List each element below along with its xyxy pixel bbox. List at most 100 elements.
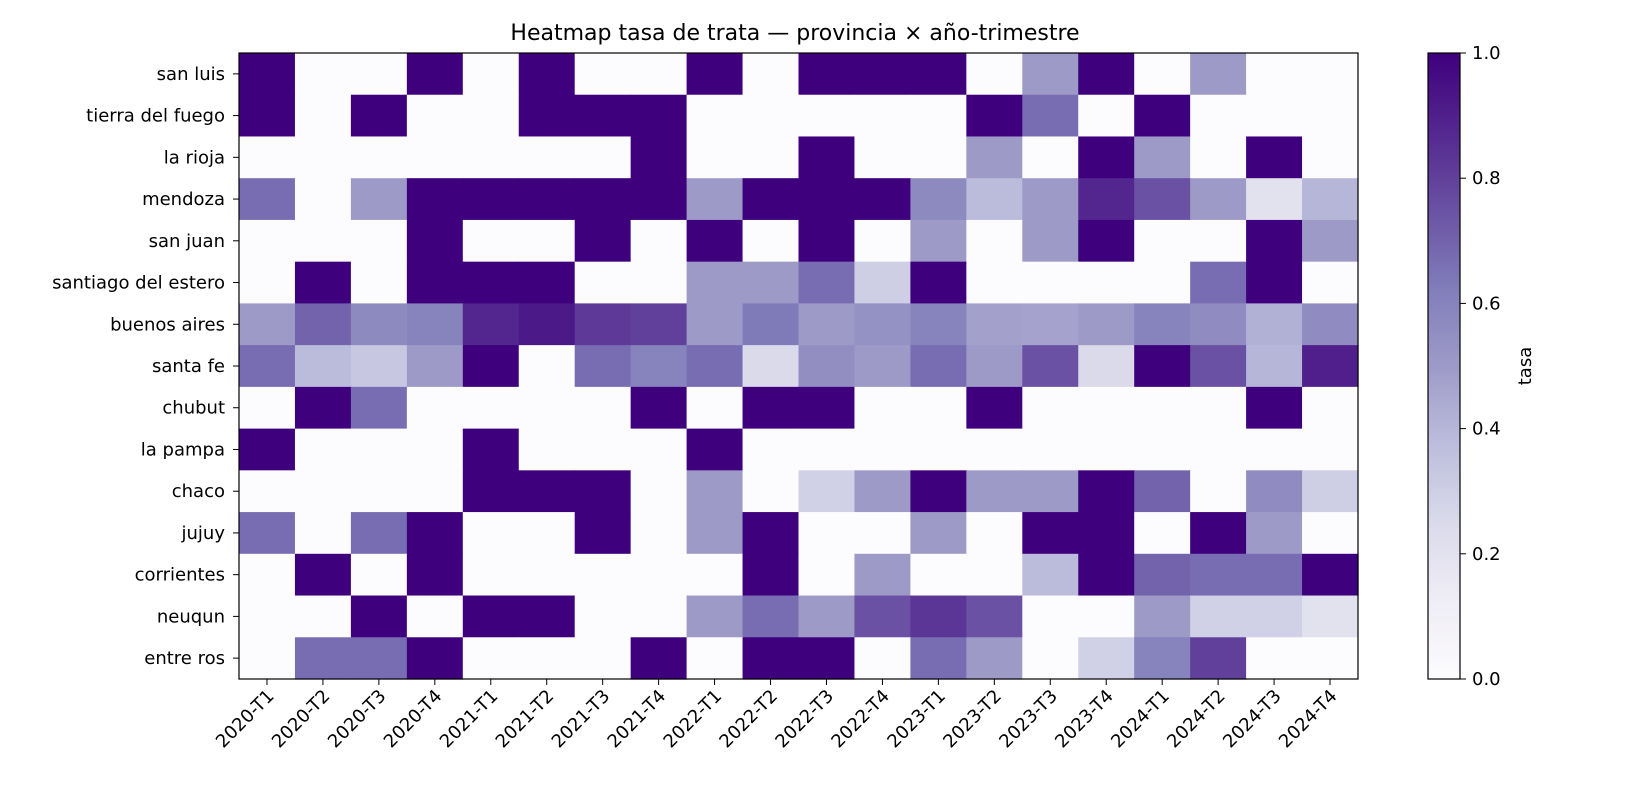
heatmap-cell [1078,595,1135,638]
heatmap-cell [294,470,352,513]
heatmap-cell [630,219,688,263]
column-label: 2022-T3 [771,686,838,753]
heatmap-cell [350,219,408,263]
colorbar-tick-label: 0.6 [1472,293,1501,314]
heatmap-cell [1246,136,1303,179]
heatmap-cell [462,136,520,179]
heatmap-cell [294,261,352,304]
heatmap-cell [686,386,744,430]
heatmap-cell [1302,345,1359,388]
heatmap-cell [854,303,911,346]
heatmap-cell [518,345,576,388]
heatmap-cell [630,136,688,179]
heatmap-cell [462,53,520,96]
heatmap-cell [406,94,464,138]
heatmap-cell [518,178,576,221]
heatmap-cell [910,345,967,388]
heatmap-cell [294,94,352,138]
heatmap-cell [910,94,967,138]
heatmap-cell [686,637,744,680]
row-label: tierra del fuego [86,106,225,127]
heatmap-cell [1134,261,1191,304]
heatmap-cell [742,512,800,555]
heatmap-cell [462,595,520,638]
heatmap-cell [686,303,744,346]
heatmap-cell [1022,136,1079,179]
heatmap-cell [350,386,408,430]
heatmap-cell [966,470,1023,513]
heatmap-cell [574,303,632,346]
column-label: 2024-T3 [1219,686,1286,753]
heatmap-cell [1190,553,1247,597]
column-label: 2021-T3 [548,686,615,753]
heatmap-cell [686,261,744,304]
heatmap-cell [1022,303,1079,346]
column-label: 2022-T4 [827,686,894,753]
heatmap-cell [798,94,856,138]
heatmap-cell [1246,512,1303,555]
heatmap-cell [910,303,967,346]
heatmap-cell [1134,637,1191,680]
heatmap-cell [1190,53,1247,96]
colorbar-tick-label: 0.4 [1472,419,1501,440]
heatmap-cell [1190,261,1247,304]
heatmap-cell [350,512,408,555]
heatmap-cell [518,470,576,513]
heatmap-cell [630,428,688,471]
heatmap-cell [854,428,911,471]
heatmap-cell [1134,345,1191,388]
heatmap-cell [1022,386,1079,430]
heatmap-cell [1022,178,1079,221]
heatmap-cell [518,428,576,471]
row-label: san luis [157,64,225,85]
heatmap-cell [742,53,800,96]
heatmap-cell [854,512,911,555]
heatmap-cell [574,136,632,179]
heatmap-cell [518,303,576,346]
heatmap-cell [406,345,464,388]
heatmap-cell [910,428,967,471]
heatmap-cell [966,386,1023,430]
heatmap-cell [574,219,632,263]
row-label: santiago del estero [52,273,225,294]
heatmap-cell [798,345,856,388]
heatmap-cell [854,470,911,513]
heatmap-cell [1078,512,1135,555]
heatmap-cell [406,428,464,471]
heatmap-cell [518,595,576,638]
heatmap-cell [239,386,296,430]
column-label: 2022-T1 [660,686,727,753]
heatmap-cell [1190,470,1247,513]
heatmap-cell [350,595,408,638]
heatmap-cell [910,553,967,597]
heatmap-cell [686,219,744,263]
row-label: neuqun [157,606,225,627]
heatmap-cell [798,219,856,263]
heatmap-cell [406,512,464,555]
heatmap-cell [966,178,1023,221]
heatmap-cell [462,637,520,680]
heatmap-cell [798,53,856,96]
heatmap-cell [630,261,688,304]
heatmap-cell [1302,595,1359,638]
heatmap-cell [910,261,967,304]
row-label: corrientes [135,565,225,586]
colorbar-tick-label: 0.8 [1472,168,1501,189]
row-label: chubut [162,398,225,419]
heatmap-cell [1302,470,1359,513]
heatmap-cell [630,178,688,221]
heatmap-cell [854,219,911,263]
heatmap-cell [1078,470,1135,513]
heatmap-cell [742,94,800,138]
heatmap-cell [798,637,856,680]
heatmap-cell [1078,345,1135,388]
heatmap-cell [239,303,296,346]
heatmap-cell [1190,345,1247,388]
heatmap-cell [966,303,1023,346]
heatmap-cell [406,136,464,179]
heatmap-cell [910,386,967,430]
heatmap-cell [686,345,744,388]
heatmap-cell [294,178,352,221]
heatmap-cell [1078,53,1135,96]
heatmap-cell [1190,219,1247,263]
